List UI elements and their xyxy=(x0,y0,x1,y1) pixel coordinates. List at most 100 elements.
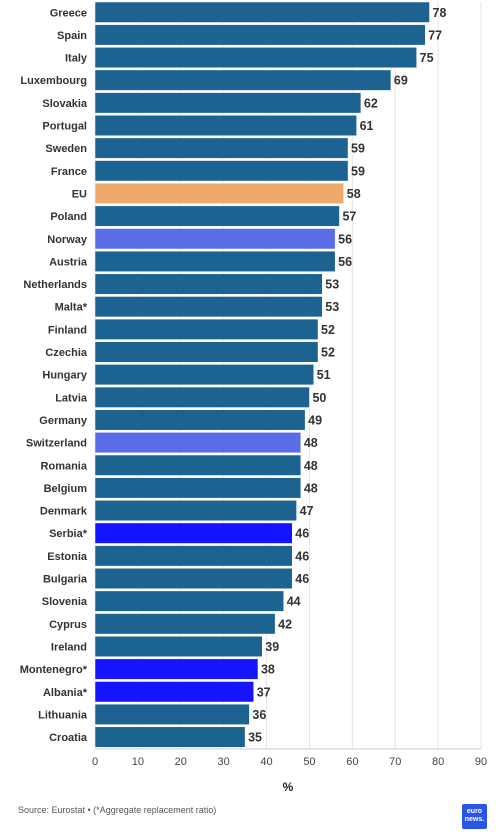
value-label: 49 xyxy=(308,413,322,427)
category-label: Denmark xyxy=(40,506,88,518)
bar xyxy=(94,522,293,544)
value-label: 46 xyxy=(295,572,309,586)
bar xyxy=(94,613,276,635)
category-label: Netherlands xyxy=(23,279,87,291)
value-label: 57 xyxy=(342,210,356,224)
bar xyxy=(94,69,392,91)
x-tick-label: 60 xyxy=(346,756,358,768)
category-labels: Greece Spain Italy Luxembourg Slovakia Portug… xyxy=(20,7,88,744)
bar xyxy=(94,635,263,657)
category-label: Lithuania xyxy=(38,709,88,721)
category-label: Slovenia xyxy=(42,596,88,608)
category-label: Switzerland xyxy=(26,438,87,450)
value-label: 42 xyxy=(278,617,292,631)
value-label: 35 xyxy=(248,731,262,745)
value-label: 46 xyxy=(295,549,309,563)
bar-chart: Greece Spain Italy Luxembourg Slovakia Portug… xyxy=(20,1,487,794)
category-label: Austria xyxy=(49,256,88,268)
category-label: Latvia xyxy=(55,392,88,404)
bar xyxy=(94,681,254,703)
bar xyxy=(94,318,319,340)
euronews-logo[interactable]: euro news. xyxy=(462,804,487,829)
bar xyxy=(94,205,340,227)
category-label: Spain xyxy=(57,30,87,42)
category-label: Sweden xyxy=(45,143,87,155)
category-label: Czechia xyxy=(45,347,87,359)
value-label: 39 xyxy=(265,640,279,654)
category-label: Germany xyxy=(39,415,88,427)
bar xyxy=(94,341,319,363)
category-label: Cyprus xyxy=(49,619,87,631)
category-label: Finland xyxy=(48,324,87,336)
value-label: 48 xyxy=(304,459,318,473)
x-tick-label: 80 xyxy=(432,756,444,768)
value-label: 52 xyxy=(321,346,335,360)
bar xyxy=(94,273,323,295)
category-label: Montenegro* xyxy=(20,664,88,676)
bar xyxy=(94,24,426,46)
value-label: 59 xyxy=(351,142,365,156)
category-label: Norway xyxy=(47,234,88,246)
x-axis-ticks: 0 10 20 30 40 50 60 70 80 90 xyxy=(92,756,487,768)
category-label: Malta* xyxy=(55,302,88,314)
value-label: 48 xyxy=(304,436,318,450)
category-label: Estonia xyxy=(47,551,88,563)
bar xyxy=(94,296,323,318)
category-label: Croatia xyxy=(49,732,88,744)
x-tick-label: 90 xyxy=(475,756,487,768)
bar xyxy=(94,386,310,408)
value-label: 47 xyxy=(300,504,314,518)
value-label: 77 xyxy=(428,28,442,42)
bar xyxy=(94,477,302,499)
value-label: 51 xyxy=(317,368,331,382)
x-tick-label: 10 xyxy=(132,756,144,768)
source-note: Source: Eurostat • (*Aggregate replaceme… xyxy=(18,805,217,815)
value-label: 53 xyxy=(325,278,339,292)
value-label: 56 xyxy=(338,255,352,269)
category-label: Luxembourg xyxy=(20,75,87,87)
value-label: 53 xyxy=(325,300,339,314)
bar xyxy=(94,92,362,114)
value-label: 38 xyxy=(261,663,275,677)
value-label: 37 xyxy=(257,685,271,699)
category-label: Italy xyxy=(65,53,88,65)
category-label: Albania* xyxy=(43,687,88,699)
value-label: 44 xyxy=(287,595,301,609)
bar xyxy=(94,250,336,272)
bar xyxy=(94,568,293,589)
value-label: 78 xyxy=(433,6,447,20)
bar xyxy=(94,500,297,522)
value-label: 56 xyxy=(338,232,352,246)
value-label: 50 xyxy=(312,391,326,405)
bar xyxy=(94,590,284,612)
x-tick-label: 20 xyxy=(175,756,187,768)
bar xyxy=(94,726,246,748)
bars xyxy=(94,1,430,748)
bar xyxy=(94,1,430,23)
value-label: 59 xyxy=(351,164,365,178)
bar xyxy=(94,409,306,431)
bar xyxy=(94,115,357,136)
category-label: Slovakia xyxy=(42,98,88,110)
category-label: Belgium xyxy=(44,483,88,495)
value-label: 62 xyxy=(364,96,378,110)
bar xyxy=(94,160,349,182)
bar xyxy=(94,228,336,250)
value-label: 69 xyxy=(394,74,408,88)
bar xyxy=(94,545,293,567)
bar xyxy=(94,658,259,680)
value-label: 61 xyxy=(360,119,374,133)
bar xyxy=(94,364,314,386)
category-label: France xyxy=(51,166,87,178)
x-tick-label: 0 xyxy=(92,756,98,768)
value-label: 46 xyxy=(295,527,309,541)
value-label: 58 xyxy=(347,187,361,201)
x-tick-label: 40 xyxy=(260,756,272,768)
value-label: 52 xyxy=(321,323,335,337)
value-label: 36 xyxy=(252,708,266,722)
category-label: Greece xyxy=(50,7,87,19)
category-label: Romania xyxy=(41,460,88,472)
bar xyxy=(94,432,302,454)
x-tick-label: 70 xyxy=(389,756,401,768)
category-label: Ireland xyxy=(51,641,87,653)
